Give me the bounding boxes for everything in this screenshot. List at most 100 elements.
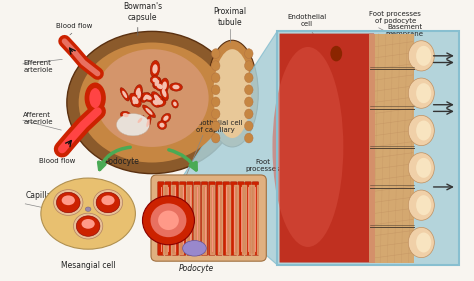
FancyBboxPatch shape bbox=[157, 182, 164, 255]
Circle shape bbox=[158, 210, 179, 230]
Ellipse shape bbox=[151, 92, 163, 105]
Ellipse shape bbox=[96, 192, 120, 213]
FancyBboxPatch shape bbox=[252, 182, 259, 255]
Ellipse shape bbox=[141, 93, 150, 103]
FancyBboxPatch shape bbox=[187, 182, 193, 255]
Ellipse shape bbox=[245, 109, 253, 119]
Ellipse shape bbox=[93, 190, 123, 216]
Ellipse shape bbox=[173, 102, 177, 106]
Ellipse shape bbox=[150, 98, 160, 107]
FancyBboxPatch shape bbox=[372, 34, 414, 262]
Ellipse shape bbox=[146, 108, 153, 115]
Ellipse shape bbox=[146, 119, 150, 127]
Ellipse shape bbox=[132, 96, 138, 104]
Ellipse shape bbox=[163, 115, 169, 121]
Ellipse shape bbox=[120, 111, 131, 119]
Ellipse shape bbox=[160, 78, 169, 93]
Ellipse shape bbox=[416, 121, 431, 140]
Ellipse shape bbox=[408, 190, 434, 220]
FancyBboxPatch shape bbox=[180, 182, 186, 255]
Ellipse shape bbox=[150, 76, 160, 85]
Ellipse shape bbox=[416, 46, 431, 66]
Ellipse shape bbox=[79, 42, 225, 162]
Ellipse shape bbox=[122, 91, 127, 98]
Ellipse shape bbox=[211, 109, 220, 119]
Ellipse shape bbox=[152, 96, 163, 104]
Ellipse shape bbox=[123, 113, 128, 117]
Ellipse shape bbox=[162, 81, 167, 90]
Ellipse shape bbox=[153, 98, 166, 107]
Ellipse shape bbox=[145, 95, 152, 100]
Ellipse shape bbox=[273, 47, 343, 247]
Ellipse shape bbox=[245, 85, 253, 95]
Text: Blood flow: Blood flow bbox=[56, 23, 92, 29]
Ellipse shape bbox=[131, 98, 137, 106]
Ellipse shape bbox=[82, 219, 95, 229]
Ellipse shape bbox=[211, 133, 220, 143]
Ellipse shape bbox=[159, 123, 164, 128]
FancyBboxPatch shape bbox=[172, 182, 179, 255]
Text: Basement
membrane: Basement membrane bbox=[386, 24, 424, 37]
Ellipse shape bbox=[137, 118, 142, 123]
Ellipse shape bbox=[206, 40, 258, 147]
Ellipse shape bbox=[154, 81, 165, 91]
Text: Endothelial
cell: Endothelial cell bbox=[287, 14, 327, 27]
Ellipse shape bbox=[117, 114, 150, 136]
Ellipse shape bbox=[416, 158, 431, 178]
Ellipse shape bbox=[330, 46, 342, 61]
Ellipse shape bbox=[211, 61, 220, 71]
FancyBboxPatch shape bbox=[245, 182, 252, 255]
Ellipse shape bbox=[143, 95, 148, 100]
Ellipse shape bbox=[211, 49, 220, 58]
Ellipse shape bbox=[120, 88, 129, 101]
FancyBboxPatch shape bbox=[165, 182, 172, 255]
Ellipse shape bbox=[41, 178, 136, 249]
Ellipse shape bbox=[156, 83, 163, 89]
Ellipse shape bbox=[416, 232, 431, 253]
Text: Endothelial cell
of capillary: Endothelial cell of capillary bbox=[189, 121, 243, 133]
Ellipse shape bbox=[67, 31, 237, 174]
Ellipse shape bbox=[143, 105, 155, 118]
Text: Foot processes
of podocyte: Foot processes of podocyte bbox=[369, 12, 421, 24]
Ellipse shape bbox=[169, 83, 182, 91]
Ellipse shape bbox=[153, 78, 161, 89]
Ellipse shape bbox=[142, 92, 155, 102]
Ellipse shape bbox=[408, 78, 434, 108]
Ellipse shape bbox=[245, 49, 253, 58]
Ellipse shape bbox=[129, 93, 141, 107]
Text: Capillaries: Capillaries bbox=[25, 191, 66, 200]
Ellipse shape bbox=[136, 87, 143, 102]
FancyBboxPatch shape bbox=[194, 182, 201, 255]
Text: Proximal
tubule: Proximal tubule bbox=[213, 7, 246, 27]
Ellipse shape bbox=[416, 195, 431, 215]
Ellipse shape bbox=[153, 100, 158, 105]
Ellipse shape bbox=[134, 85, 142, 98]
Ellipse shape bbox=[211, 85, 220, 95]
Text: Podocyte: Podocyte bbox=[104, 157, 139, 166]
Ellipse shape bbox=[84, 83, 106, 114]
Text: Blood
vessel
lumen: Blood vessel lumen bbox=[318, 119, 345, 149]
Ellipse shape bbox=[150, 60, 160, 78]
Ellipse shape bbox=[172, 100, 178, 108]
Ellipse shape bbox=[156, 100, 163, 105]
Ellipse shape bbox=[245, 61, 253, 71]
Ellipse shape bbox=[145, 115, 151, 130]
Ellipse shape bbox=[245, 97, 253, 107]
Ellipse shape bbox=[408, 115, 434, 146]
Ellipse shape bbox=[73, 213, 103, 239]
Ellipse shape bbox=[213, 49, 251, 138]
Ellipse shape bbox=[133, 99, 136, 104]
Text: Blood flow: Blood flow bbox=[39, 158, 75, 164]
Ellipse shape bbox=[62, 195, 75, 205]
Ellipse shape bbox=[162, 89, 166, 97]
FancyBboxPatch shape bbox=[209, 182, 215, 255]
Ellipse shape bbox=[408, 153, 434, 183]
Ellipse shape bbox=[408, 227, 434, 258]
Ellipse shape bbox=[160, 85, 168, 101]
Text: Mesangial cell: Mesangial cell bbox=[61, 261, 116, 270]
Ellipse shape bbox=[245, 121, 253, 131]
Ellipse shape bbox=[211, 97, 220, 107]
Ellipse shape bbox=[173, 85, 180, 89]
Ellipse shape bbox=[408, 41, 434, 71]
Ellipse shape bbox=[157, 121, 167, 130]
